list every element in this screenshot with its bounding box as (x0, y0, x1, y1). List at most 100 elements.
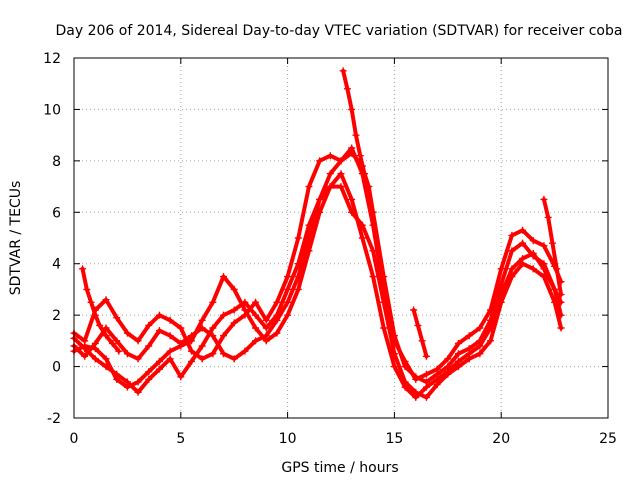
data-point (544, 213, 552, 221)
data-point (444, 363, 452, 371)
data-point (252, 337, 260, 345)
data-point (508, 265, 516, 273)
series-line (72, 151, 564, 384)
data-point (252, 298, 260, 306)
data-point (220, 350, 228, 358)
data-point (113, 337, 121, 345)
data-point (414, 321, 422, 329)
data-point (557, 324, 565, 332)
data-point (519, 239, 527, 247)
data-point (294, 285, 302, 293)
data-point (519, 260, 527, 268)
data-point (305, 183, 313, 191)
data-point (209, 324, 217, 332)
y-tick-label: 6 (52, 205, 61, 221)
data-point (262, 324, 270, 332)
data-point (540, 242, 548, 250)
data-point (198, 324, 206, 332)
plot-frame (73, 57, 609, 419)
data-point (284, 311, 292, 319)
y-tick-label: 4 (52, 257, 61, 273)
data-point (454, 350, 462, 358)
data-point (79, 265, 87, 273)
data-point (343, 85, 351, 93)
data-point (348, 105, 356, 113)
data-point (284, 273, 292, 281)
y-tick-label: -2 (47, 411, 61, 427)
y-tick-label: 0 (52, 360, 61, 376)
data-point (337, 170, 345, 178)
data-point (220, 273, 228, 281)
data-point (113, 370, 121, 378)
data-point (187, 332, 195, 340)
data-point (177, 324, 185, 332)
data-point (380, 324, 388, 332)
data-point (326, 183, 334, 191)
data-point (273, 329, 281, 337)
series-track-1 (70, 144, 565, 383)
data-point (241, 347, 249, 355)
data-point (380, 298, 388, 306)
data-point (155, 357, 163, 365)
data-point (476, 324, 484, 332)
data-point (81, 345, 89, 353)
data-point (487, 316, 495, 324)
data-point (418, 337, 426, 345)
data-point (102, 324, 110, 332)
data-point (91, 339, 99, 347)
data-point (348, 208, 356, 216)
data-point (91, 355, 99, 363)
data-point (529, 252, 537, 260)
y-tick-label: 10 (43, 102, 61, 118)
data-point (220, 332, 228, 340)
data-point (339, 67, 347, 75)
data-point (410, 306, 418, 314)
data-point (284, 298, 292, 306)
data-point (198, 355, 206, 363)
data-point (540, 273, 548, 281)
data-point (358, 234, 366, 242)
x-tick-label: 10 (279, 431, 297, 447)
data-point (454, 363, 462, 371)
y-axis-label: SDTVAR / TECUs (8, 181, 24, 296)
data-point (123, 378, 131, 386)
data-point (115, 347, 123, 355)
x-tick-label: 15 (385, 431, 403, 447)
data-point (465, 332, 473, 340)
data-point (145, 375, 153, 383)
data-point (177, 339, 185, 347)
data-point (134, 337, 142, 345)
data-point (508, 247, 516, 255)
series-line (411, 308, 429, 359)
data-point (487, 337, 495, 345)
data-point (145, 321, 153, 329)
axis-ticks: 0 5 10 15 20 25 -2 0 2 4 6 8 10 12 (43, 51, 617, 447)
data-point (540, 260, 548, 268)
data-point (454, 339, 462, 347)
data-point (123, 329, 131, 337)
data-point (209, 298, 217, 306)
data-point (134, 355, 142, 363)
data-point (422, 352, 430, 360)
data-point (284, 285, 292, 293)
data-point (337, 157, 345, 165)
data-point (476, 337, 484, 345)
data-point (476, 350, 484, 358)
data-point (102, 332, 110, 340)
data-point (102, 355, 110, 363)
data-point (87, 298, 95, 306)
data-point (401, 363, 409, 371)
data-point (230, 306, 238, 314)
data-point (326, 152, 334, 160)
data-point (81, 352, 89, 360)
data-point (548, 239, 556, 247)
data-point (187, 347, 195, 355)
chart-title: Day 206 of 2014, Sidereal Day-to-day VTE… (56, 23, 623, 39)
data-point (369, 208, 377, 216)
y-tick-label: 12 (43, 51, 61, 67)
data-point (198, 342, 206, 350)
data-point (166, 332, 174, 340)
data-point (230, 319, 238, 327)
data-point (352, 131, 360, 139)
data-point (433, 370, 441, 378)
